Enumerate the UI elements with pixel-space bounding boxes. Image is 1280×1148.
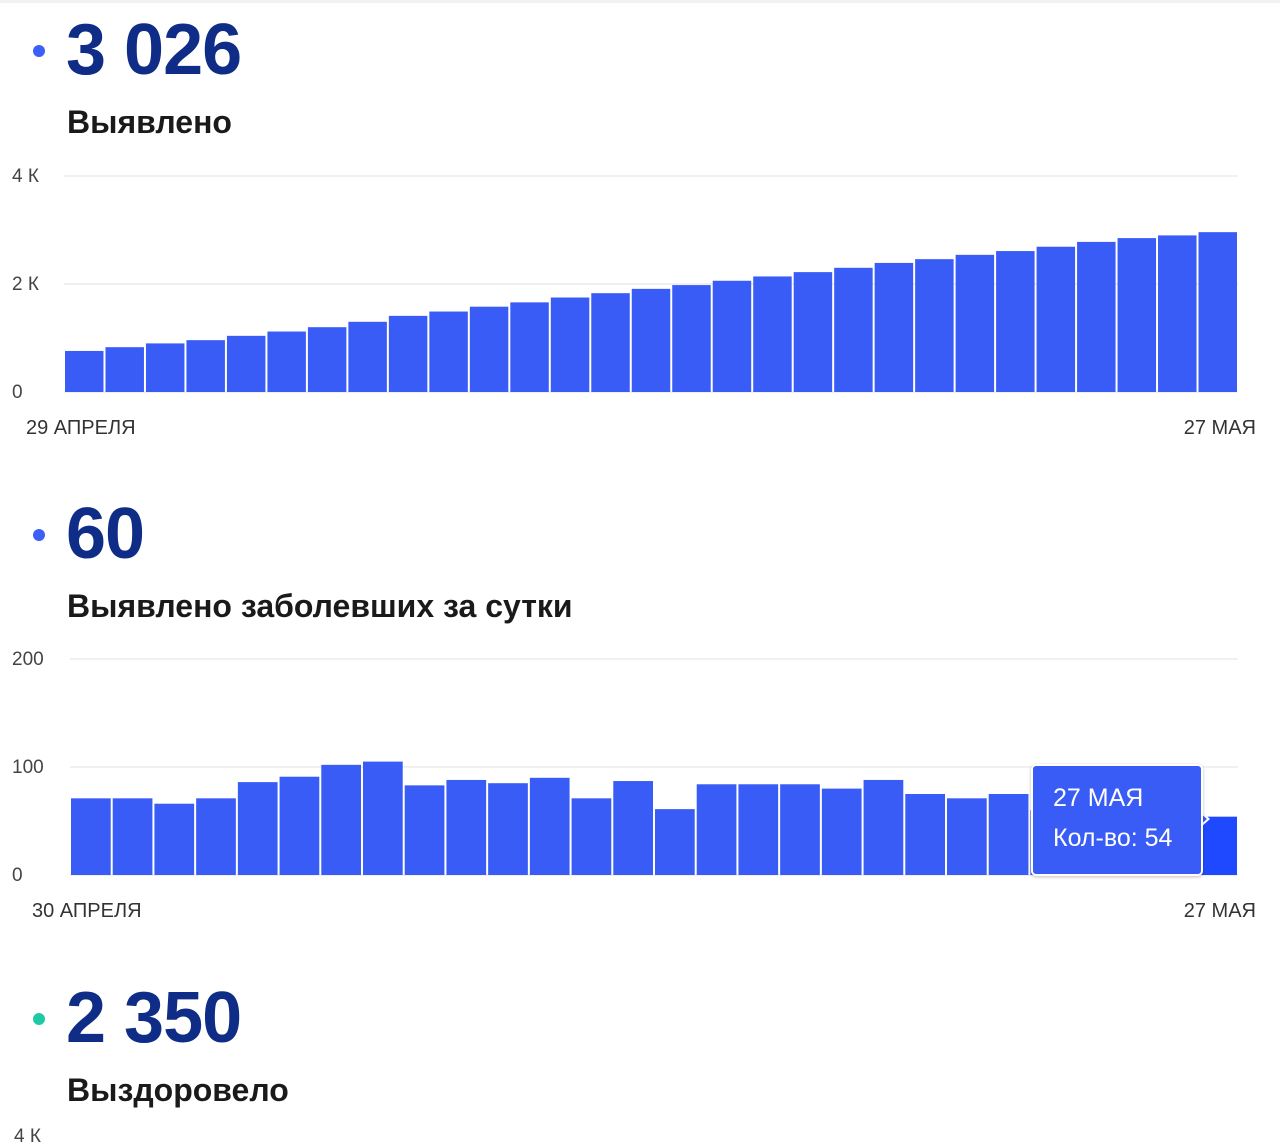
tooltip-count: Кол-во: 54 (1053, 824, 1173, 852)
bar[interactable] (753, 276, 792, 392)
chart-tooltip: 27 МАЯ Кол-во: 54 (1031, 764, 1203, 876)
bar[interactable] (469, 306, 509, 392)
bar[interactable] (71, 798, 111, 875)
bar[interactable] (571, 798, 612, 875)
y-tick-label: 0 (12, 865, 23, 886)
bar[interactable] (863, 779, 904, 875)
bar[interactable] (996, 251, 1035, 392)
bar[interactable] (429, 311, 468, 392)
tooltip-date: 27 МАЯ (1053, 784, 1144, 812)
bar[interactable] (738, 784, 779, 875)
bar[interactable] (1117, 238, 1157, 392)
stat-daily-detected: 60 Выявлено заболевших за сутки (0, 498, 1280, 648)
bar[interactable] (696, 784, 737, 875)
bar[interactable] (793, 272, 833, 392)
bar[interactable] (154, 803, 195, 875)
bar[interactable] (307, 327, 347, 392)
next-chart-y-tick: 4 К (14, 1126, 41, 1147)
series-dot (33, 1013, 45, 1025)
bar[interactable] (267, 331, 306, 392)
bar[interactable] (446, 779, 487, 875)
tooltip-arrow-inner (1199, 812, 1207, 826)
bar[interactable] (112, 798, 153, 875)
bar[interactable] (947, 798, 987, 875)
bar[interactable] (712, 280, 752, 392)
bar[interactable] (821, 788, 862, 875)
bar[interactable] (672, 285, 711, 392)
bar[interactable] (105, 347, 144, 392)
bar[interactable] (1036, 246, 1076, 392)
bar[interactable] (988, 794, 1029, 875)
bar[interactable] (404, 785, 445, 875)
bar[interactable] (550, 297, 590, 393)
bar[interactable] (631, 288, 671, 392)
bar[interactable] (529, 777, 570, 875)
bar[interactable] (1198, 232, 1237, 392)
y-tick-label: 100 (12, 757, 44, 778)
top-divider (0, 0, 1280, 3)
bar[interactable] (874, 262, 914, 392)
y-tick-label: 0 (12, 382, 23, 403)
stat-value: 60 (66, 494, 145, 574)
bar[interactable] (321, 764, 361, 875)
bar[interactable] (834, 267, 873, 392)
x-end-label: 27 МАЯ (1184, 417, 1256, 439)
bar[interactable] (1158, 235, 1197, 392)
bar[interactable] (237, 782, 278, 875)
bar[interactable] (780, 784, 820, 875)
series-dot (33, 529, 45, 541)
bar[interactable] (348, 321, 387, 392)
bar[interactable] (388, 315, 428, 392)
series-dot (33, 45, 45, 57)
y-tick-label: 4 К (12, 166, 39, 187)
bar[interactable] (905, 794, 945, 875)
stat-recovered: 2 350 Выздоровело (0, 982, 1280, 1132)
stat-label: Выявлено (67, 104, 232, 140)
stat-label: Выздоровело (67, 1072, 289, 1108)
bar[interactable] (196, 798, 236, 875)
bar[interactable] (613, 781, 653, 875)
bar[interactable] (1077, 241, 1116, 392)
bar[interactable] (655, 809, 695, 875)
x-end-label: 27 МАЯ (1184, 900, 1256, 922)
bar[interactable] (510, 302, 549, 392)
bar[interactable] (591, 293, 630, 392)
stat-value: 2 350 (66, 978, 242, 1058)
bar[interactable] (915, 259, 954, 392)
stat-label: Выявлено заболевших за сутки (67, 588, 573, 624)
y-tick-label: 200 (12, 649, 44, 670)
chart-total-detected: 4 К 2 К 029 АПРЕЛЯ 27 МАЯ (12, 166, 1256, 439)
stat-value: 3 026 (66, 10, 242, 90)
bar[interactable] (186, 340, 225, 392)
y-tick-label: 2 К (12, 274, 39, 295)
bar[interactable] (279, 776, 320, 875)
x-start-label: 29 АПРЕЛЯ (26, 417, 136, 439)
bar[interactable] (65, 350, 104, 392)
bar[interactable] (226, 335, 266, 392)
x-start-label: 30 АПРЕЛЯ (32, 900, 142, 922)
bar[interactable] (363, 761, 403, 875)
bar[interactable] (955, 254, 995, 392)
bar[interactable] (488, 783, 528, 875)
stat-total-detected: 3 026 Выявлено (0, 14, 1280, 164)
bar[interactable] (145, 343, 185, 392)
